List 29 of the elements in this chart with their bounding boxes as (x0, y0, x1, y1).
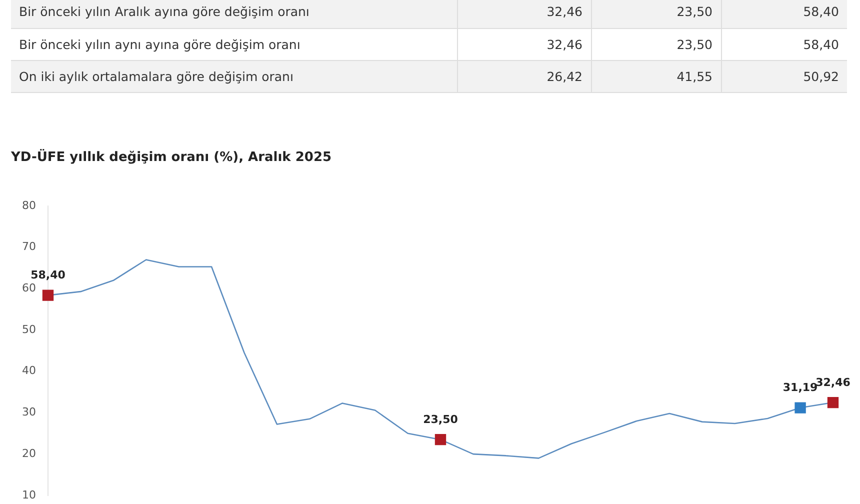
chart-title: YD-ÜFE yıllık değişim oranı (%), Aralık 2025 (11, 150, 332, 165)
text: 23,50 (591, 0, 721, 28)
text: 32,46 (457, 28, 591, 60)
text: 58,40 (721, 0, 847, 28)
text: 58,40 (721, 28, 847, 60)
y-tick-label: 80 (22, 198, 36, 212)
text: 26,42 (457, 60, 591, 92)
text: 50,92 (721, 60, 847, 92)
point (794, 402, 806, 414)
text: 32,46 (457, 0, 591, 28)
y-tick-label: 40 (22, 364, 36, 378)
text: On iki aylık ortalamalara göre değişim oranı (11, 60, 457, 92)
point (42, 290, 54, 301)
data-label: 23,50 (423, 412, 458, 426)
y-tick-label: 30 (22, 406, 36, 419)
y-tick-label: 50 (22, 322, 36, 336)
data-label: 32,46 (816, 376, 851, 389)
y-tick-label: 60 (22, 282, 36, 295)
text: 41,55 (591, 60, 721, 92)
y-tick-label: 70 (22, 240, 36, 254)
text: Bir önceki yılın aynı ayına göre değişim oranı (11, 28, 457, 60)
data-label: 31,19 (782, 381, 818, 394)
point (434, 434, 446, 446)
y-tick-label: 20 (22, 446, 36, 460)
y-tick-label: 10 (22, 488, 36, 502)
text: Bir önceki yılın Aralık ayına göre değişim oranı (11, 0, 457, 28)
point (827, 396, 839, 408)
data-label: 58,40 (30, 268, 66, 282)
text: 23,50 (591, 28, 721, 60)
